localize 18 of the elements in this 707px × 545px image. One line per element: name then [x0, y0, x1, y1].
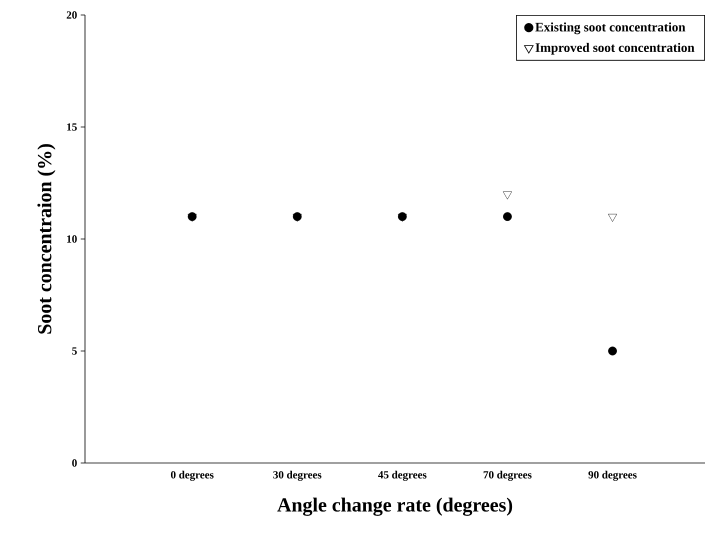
- y-tick-label: 10: [67, 235, 77, 243]
- y-tick-label: 0: [72, 459, 77, 467]
- point: [608, 214, 618, 222]
- legend-label: Existing soot concentration: [535, 22, 686, 34]
- x-tick-label: 0 degrees: [170, 470, 214, 481]
- legend-label: Improved soot concentration: [536, 42, 694, 55]
- y-axis-title: Soot concentraion (%): [37, 144, 56, 334]
- point: [503, 212, 512, 221]
- y-tick-label: 20: [66, 11, 77, 19]
- x-tick-label: 70 degrees: [484, 470, 532, 481]
- point: [608, 346, 617, 356]
- y-tick-label: 5: [72, 347, 77, 355]
- x-axis-title: Angle change rate (degrees): [277, 498, 512, 516]
- x-tick-label: 90 degrees: [588, 470, 637, 481]
- point: [502, 191, 512, 200]
- y-tick-label: 15: [67, 123, 77, 131]
- x-tick-label: 30 degrees: [273, 470, 322, 481]
- x-tick-label: 45 degrees: [378, 470, 426, 481]
